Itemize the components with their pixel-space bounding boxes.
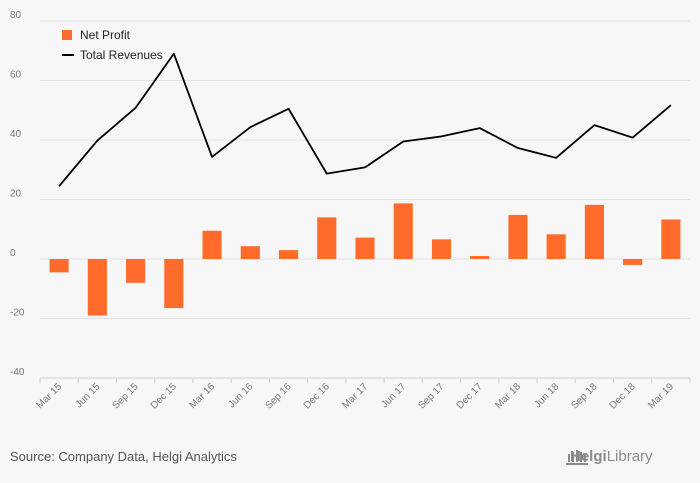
bar-net-profit [661,219,681,259]
bar-net-profit [240,246,260,259]
x-tick-label: Sep 16 [263,381,293,411]
legend-total-revenues-label: Total Revenues [80,48,163,62]
x-tick-label: Dec 16 [302,381,332,411]
brand-suffix: Library [606,448,653,465]
bar-net-profit [508,214,528,259]
legend: Net Profit Total Revenues [62,28,163,62]
bar-net-profit [278,250,299,259]
grid-layer [40,20,690,379]
bar-net-profit [546,234,566,259]
bar-net-profit [393,203,413,259]
y-tick-label: 60 [10,70,22,81]
bar-net-profit [623,259,643,265]
x-tick-label: Sep 17 [416,381,446,411]
x-tick-label: Mar 19 [646,381,676,411]
y-tick-label: 20 [10,189,22,200]
bar-net-profit [164,259,184,309]
y-tick-label: 40 [10,129,22,140]
legend-net-profit-swatch [62,30,72,40]
x-tick-label: Jun 15 [73,381,102,410]
legend-net-profit-label: Net Profit [80,28,131,42]
bar-net-profit [355,237,375,259]
bar-net-profit [431,239,452,259]
x-tick-label: Sep 18 [569,381,599,411]
x-tick-label: Mar 15 [34,381,64,411]
bar-net-profit [126,259,146,283]
x-tick-label: Mar 18 [493,381,523,411]
x-tick-label: Mar 17 [340,381,370,411]
bar-net-profit [87,259,107,316]
x-tick-label: Jun 18 [532,381,561,410]
line-layer [58,52,672,187]
source-note: Source: Company Data, Helgi Analytics [10,449,237,464]
bar-net-profit [470,256,490,259]
helgi-library-logo[interactable]: Helgi Library [566,448,653,465]
brand-prefix: Helgi [570,448,607,465]
y-tick-label: 80 [10,10,22,21]
x-tick-label: Dec 15 [149,381,179,411]
line-total-revenues [58,52,672,187]
x-tick-label: Dec 18 [608,381,638,411]
x-tick-label: Mar 16 [187,381,217,411]
bar-layer [49,203,681,316]
y-tick-label: -20 [10,308,25,319]
bar-net-profit [317,217,337,259]
bar-net-profit [584,204,604,259]
bar-net-profit [202,230,222,259]
bar-net-profit [49,259,69,273]
x-tick-label: Dec 17 [455,381,485,411]
y-tick-label: -40 [10,367,25,378]
y-tick-label: 0 [10,248,16,259]
x-tick-label: Jun 16 [226,381,255,410]
x-tick-label: Jun 17 [379,381,408,410]
x-tick-label: Sep 15 [111,381,141,411]
